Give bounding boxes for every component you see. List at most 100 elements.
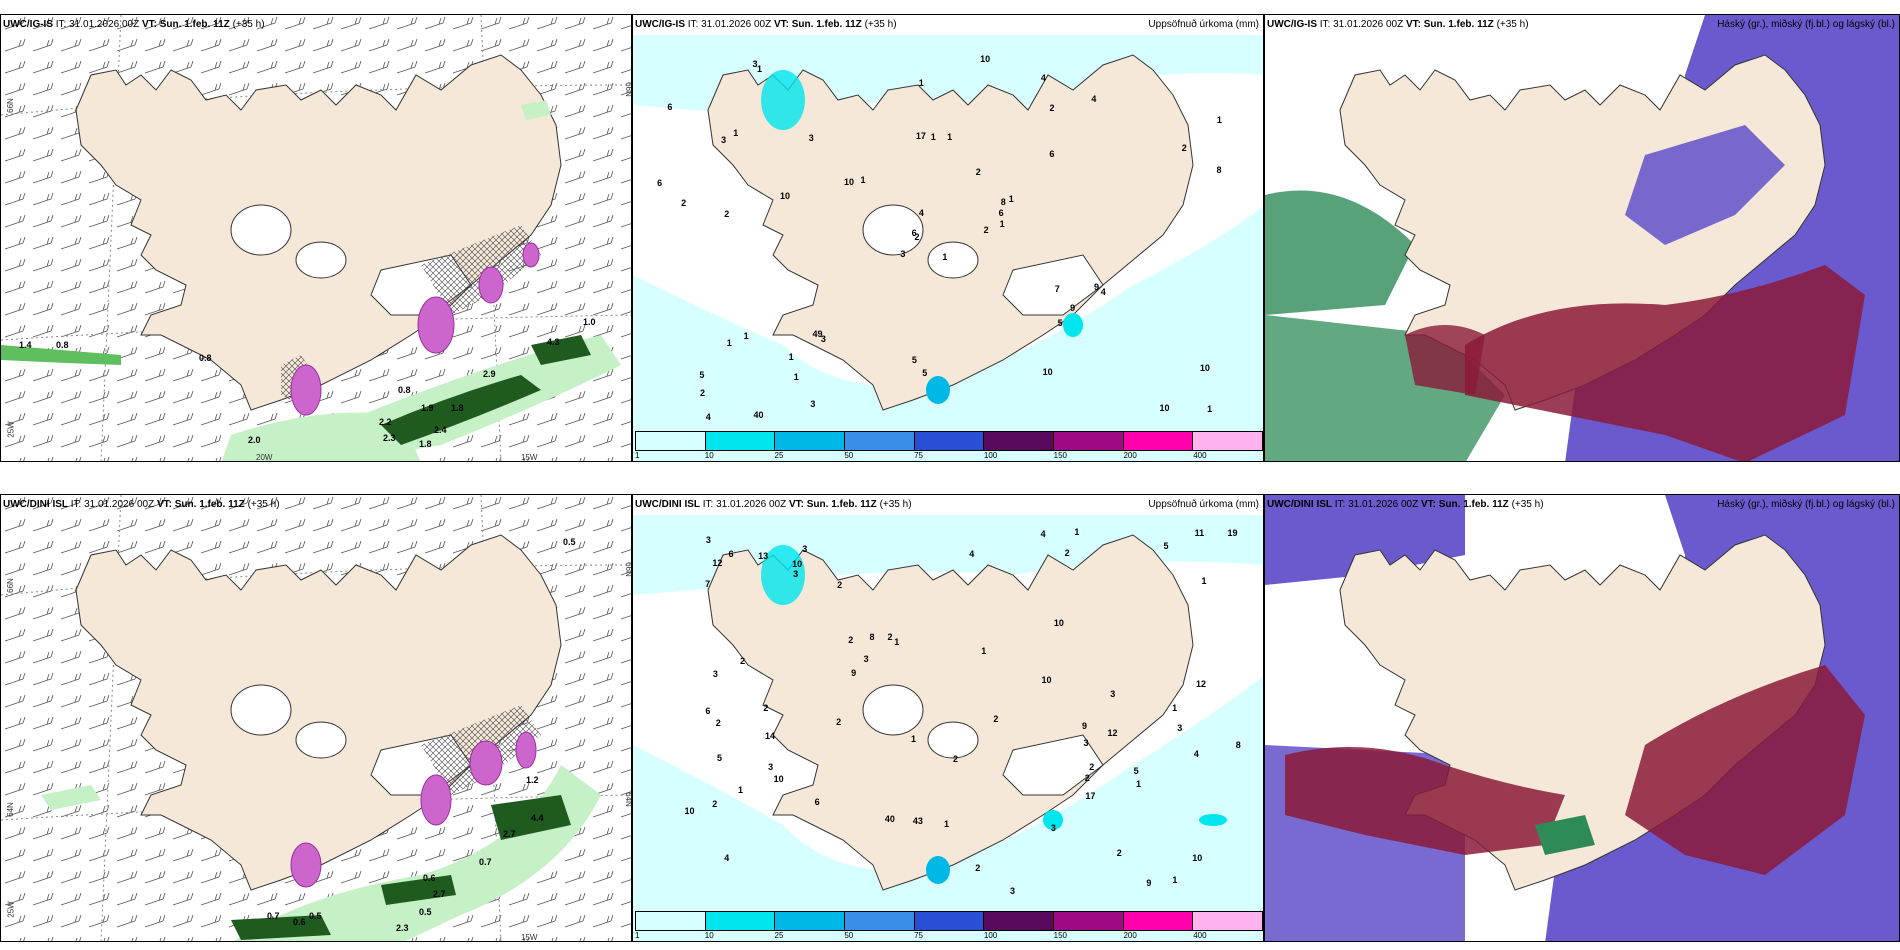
precip-value: 1: [947, 131, 953, 142]
legend-label: 1: [635, 451, 640, 460]
precip-cyan: [1043, 810, 1063, 830]
legend-swatch: [1123, 912, 1194, 930]
glacier: [230, 684, 292, 736]
wind-value: 1.0: [583, 317, 596, 327]
precip-value: 6: [667, 102, 673, 113]
precip-value: 2: [848, 634, 854, 645]
lat-label: 66N: [5, 98, 15, 113]
wind-value: 2.4: [434, 425, 447, 435]
precip-value: 1: [911, 733, 917, 744]
precip-value: 3: [705, 535, 711, 546]
precip-value: 3: [768, 761, 774, 772]
panel-header: UWC/DINI ISL IT: 31.01.2026 00Z VT: Sun.…: [635, 499, 912, 510]
precip-value: 10: [773, 774, 784, 785]
wind-map-svg: [1, 15, 631, 461]
legend-label: 150: [1053, 931, 1068, 940]
precip-value: 9: [1146, 877, 1152, 888]
precip-value: 2: [983, 225, 989, 236]
panel-header: UWC/DINI ISL IT: 31.01.2026 00Z VT: Sun.…: [1267, 499, 1544, 510]
wind-value: 1.4: [19, 340, 32, 350]
precip-value: 3: [810, 398, 816, 409]
precip-value: 8: [1216, 165, 1222, 176]
map-panel-precip-dini: UWC/DINI ISL IT: 31.01.2026 00Z VT: Sun.…: [632, 494, 1264, 942]
precip-cyan: [926, 856, 950, 884]
precip-value: 8: [1000, 197, 1006, 207]
precip-value: 9: [1070, 303, 1076, 314]
green-band: [531, 335, 591, 365]
precip-value: 6: [705, 705, 711, 716]
precip-value: 6: [814, 797, 820, 808]
mid-cloud: [1535, 815, 1595, 855]
legend-label: 75: [914, 931, 924, 940]
hatched-area: [421, 225, 541, 315]
legend-swatch: [1193, 432, 1263, 450]
wind-value: 1.8: [451, 403, 464, 413]
precip-value: 40: [884, 814, 895, 825]
legend-swatch: [775, 912, 846, 930]
precip-value: 3: [802, 544, 808, 555]
iceland-land: [707, 534, 1194, 891]
precip-value: 5: [716, 753, 722, 764]
precip-area: [633, 676, 1263, 941]
precip-value: 10: [684, 805, 695, 816]
precip-value: 43: [912, 816, 923, 827]
purple-blob: [290, 364, 322, 416]
precip-value: 5: [699, 370, 705, 381]
precip-value: 10: [1041, 675, 1052, 686]
precip-value: 10: [980, 53, 991, 64]
iceland-land: [707, 54, 1194, 411]
precip-value: 4: [705, 411, 711, 422]
precip-value: 3: [1010, 885, 1016, 896]
legend-swatch: [845, 432, 915, 450]
precip-value: 3: [1177, 722, 1183, 733]
precip-value: 2: [1116, 848, 1122, 859]
precip-value: 3: [793, 569, 799, 580]
legend-colorbar: [635, 431, 1263, 451]
precip-cyan: [1199, 814, 1227, 826]
precip-value: 7: [1054, 284, 1060, 295]
green-band: [381, 875, 456, 905]
glacier: [927, 241, 979, 279]
map-panel-wind-ig: UWC/IG-IS IT: 31.01.2026 00Z VT: Sun. 1.…: [0, 14, 632, 462]
wind-value: 0.6: [293, 917, 306, 927]
legend-label: 150: [1053, 451, 1068, 460]
panel-header: UWC/IG-IS IT: 31.01.2026 00Z VT: Sun. 1.…: [3, 19, 265, 30]
glacier: [862, 204, 924, 256]
wind-value: 0.8: [398, 385, 411, 395]
legend-labels: 1 10 25 50 75 100 150 200 400: [635, 451, 1263, 461]
legend-label: 100: [983, 451, 998, 460]
purple-blob: [469, 740, 503, 786]
panel-title: Háský (gr.), miðský (fj.bl.) og lágský (…: [1717, 499, 1895, 510]
precip-value: 4: [1040, 73, 1046, 84]
wind-value: 0.5: [563, 537, 576, 547]
precip-map-svg: [633, 15, 1263, 461]
wind-value: 0.5: [419, 907, 432, 917]
high-cloud: [1465, 265, 1865, 461]
precip-value: 8: [1235, 739, 1241, 750]
legend-label: 1: [635, 931, 640, 940]
legend-swatch: [636, 432, 706, 450]
wind-value: 2.3: [383, 433, 396, 443]
legend-label: 200: [1123, 451, 1137, 460]
precip-value: 2: [699, 387, 705, 398]
precip-value: 2: [975, 863, 981, 874]
legend-swatch: [1193, 912, 1263, 930]
precip-value: 1: [793, 372, 799, 383]
green-band: [521, 100, 551, 120]
precip-value: 9: [1082, 721, 1088, 732]
precip-value: 1: [733, 127, 739, 138]
precip-value: 10: [1053, 617, 1064, 628]
precip-value: 2: [724, 209, 730, 220]
precip-value: 1: [1136, 779, 1142, 790]
precip-value: 1: [999, 218, 1005, 229]
precip-value: 3: [820, 334, 826, 345]
legend-label: 75: [914, 451, 924, 460]
glacier: [1002, 254, 1104, 316]
precip-value: 5: [911, 355, 917, 366]
precip-value: 14: [765, 730, 776, 741]
precip-value: 1: [981, 646, 987, 657]
wind-value: 2.0: [248, 435, 261, 445]
legend-swatch: [636, 912, 706, 930]
lat-label: 66N: [5, 578, 15, 593]
wind-value: 4.4: [531, 813, 544, 823]
